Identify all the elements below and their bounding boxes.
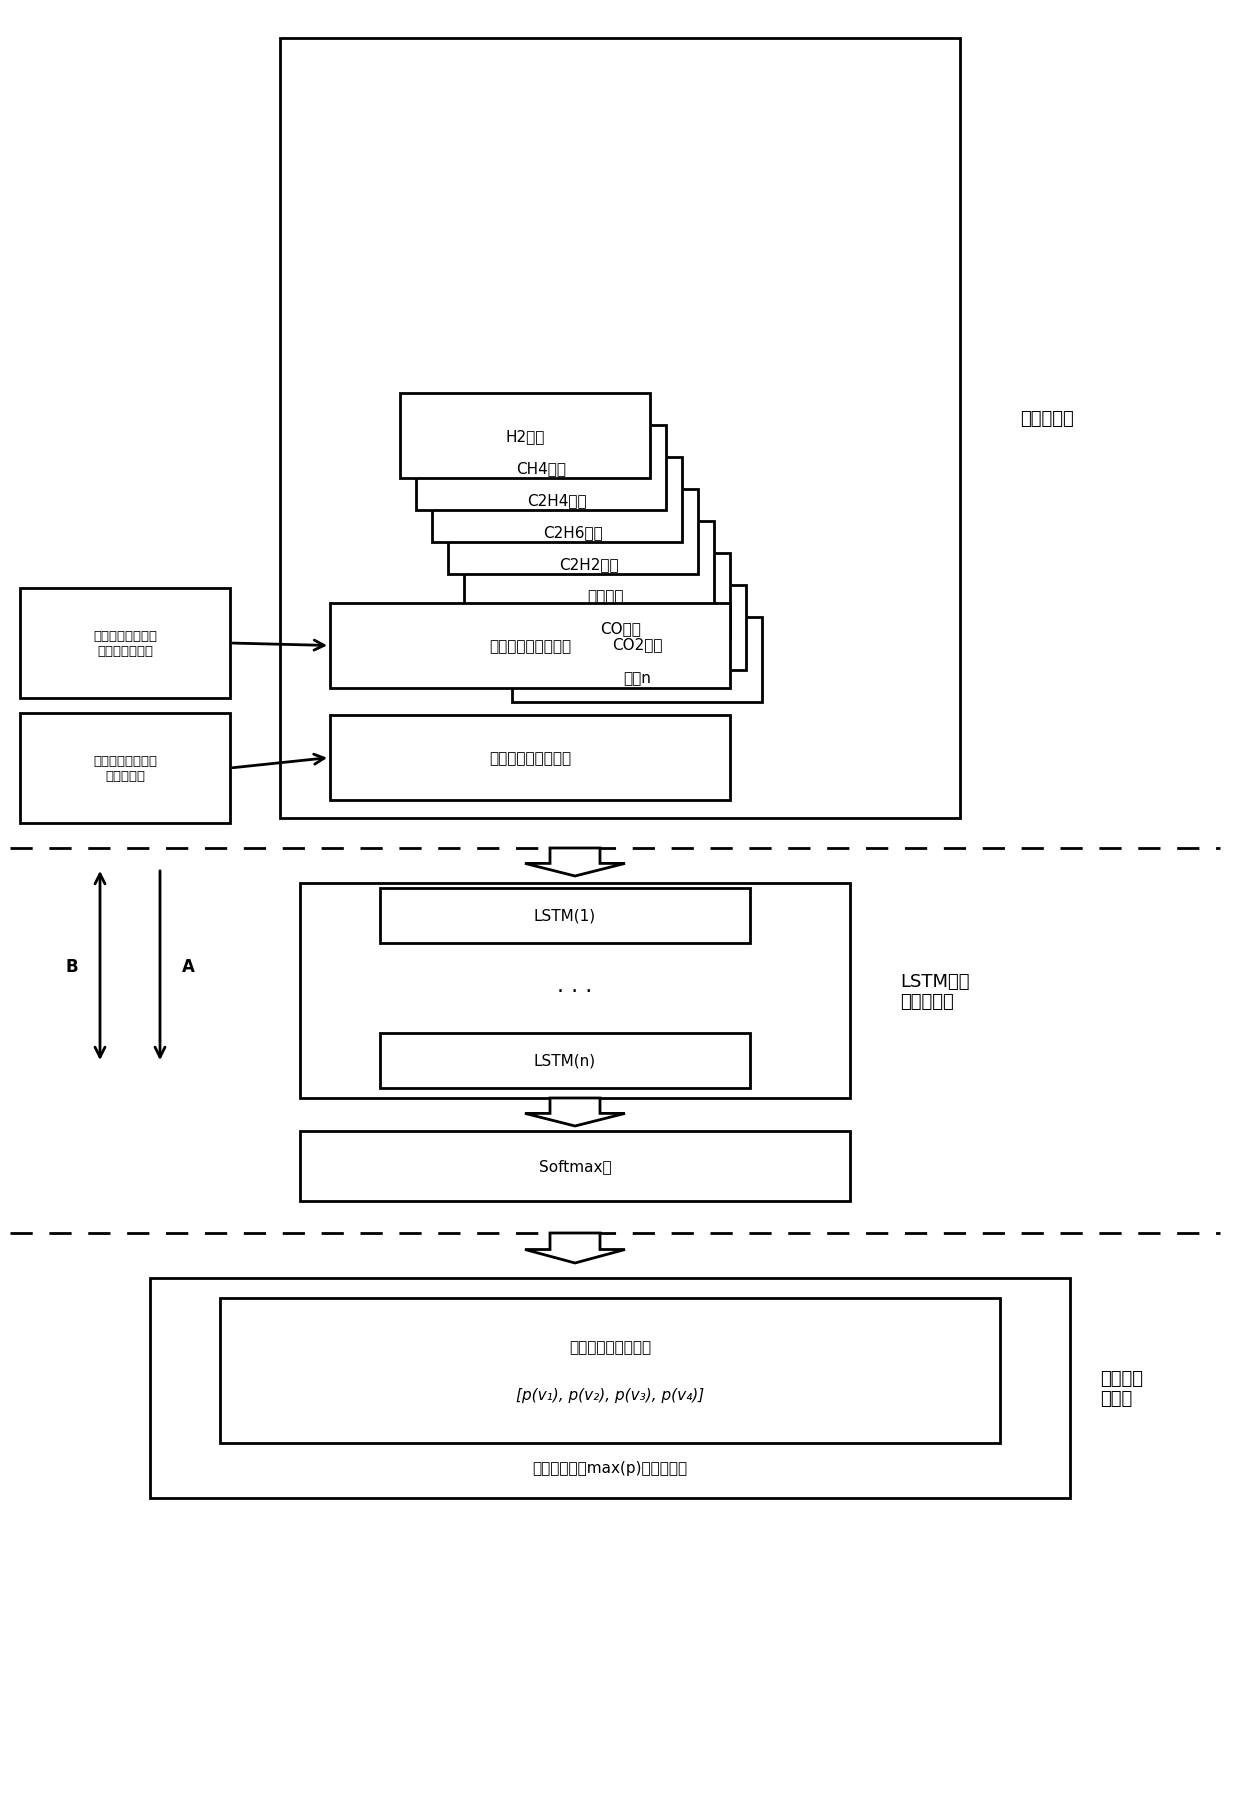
FancyBboxPatch shape: [432, 458, 682, 543]
FancyBboxPatch shape: [330, 604, 730, 689]
FancyBboxPatch shape: [219, 1298, 999, 1444]
FancyBboxPatch shape: [415, 426, 666, 511]
FancyBboxPatch shape: [150, 1278, 1070, 1498]
Text: 总烃序列: 总烃序列: [587, 588, 624, 604]
Text: CO2序列: CO2序列: [611, 636, 662, 651]
FancyBboxPatch shape: [464, 521, 714, 606]
Text: [p(v₁), p(v₂), p(v₃), p(v₄)]: [p(v₁), p(v₂), p(v₃), p(v₄)]: [516, 1388, 704, 1402]
FancyBboxPatch shape: [512, 619, 763, 703]
Text: C2H4序列: C2H4序列: [527, 493, 587, 507]
Text: C2H2序列: C2H2序列: [559, 557, 619, 572]
Text: Softmax层: Softmax层: [538, 1160, 611, 1174]
Text: 巡检指标状态隶属度: 巡检指标状态隶属度: [489, 638, 572, 654]
FancyBboxPatch shape: [496, 586, 746, 671]
FancyBboxPatch shape: [20, 588, 229, 699]
Text: B: B: [66, 957, 78, 975]
FancyBboxPatch shape: [300, 1131, 849, 1201]
Text: CO序列: CO序列: [600, 620, 641, 636]
Text: 变压器状态为max(p)对应的状态: 变压器状态为max(p)对应的状态: [532, 1460, 687, 1476]
Text: 预测决策
依据层: 预测决策 依据层: [1100, 1368, 1143, 1408]
FancyBboxPatch shape: [330, 716, 730, 800]
Polygon shape: [525, 1099, 625, 1126]
Text: C2H6序列: C2H6序列: [543, 525, 603, 539]
FancyBboxPatch shape: [448, 489, 698, 575]
FancyBboxPatch shape: [480, 554, 730, 638]
FancyBboxPatch shape: [280, 40, 960, 818]
FancyBboxPatch shape: [379, 888, 750, 944]
Polygon shape: [525, 849, 625, 876]
FancyBboxPatch shape: [379, 1034, 750, 1088]
Text: LSTM模型
特征提取层: LSTM模型 特征提取层: [900, 973, 970, 1010]
Text: A: A: [181, 957, 195, 975]
Text: 多源输入层: 多源输入层: [1021, 410, 1074, 428]
Text: 技术指标参数状态
隶属度计算: 技术指标参数状态 隶属度计算: [93, 755, 157, 782]
Text: · · ·: · · ·: [557, 982, 593, 1001]
FancyBboxPatch shape: [20, 714, 229, 823]
Text: H2序列: H2序列: [506, 428, 544, 444]
Text: 长度n: 长度n: [622, 671, 651, 685]
FancyBboxPatch shape: [401, 394, 650, 478]
Polygon shape: [525, 1233, 625, 1264]
Text: CH4序列: CH4序列: [516, 460, 565, 476]
Text: 运行巡检关键参数
状态隶属度计算: 运行巡检关键参数 状态隶属度计算: [93, 629, 157, 658]
FancyBboxPatch shape: [300, 883, 849, 1099]
Text: 变压器状态信度区间: 变压器状态信度区间: [569, 1340, 651, 1354]
Text: LSTM(1): LSTM(1): [534, 908, 596, 924]
Text: 技术指标状态隶属度: 技术指标状态隶属度: [489, 750, 572, 766]
Text: LSTM(n): LSTM(n): [534, 1054, 596, 1068]
